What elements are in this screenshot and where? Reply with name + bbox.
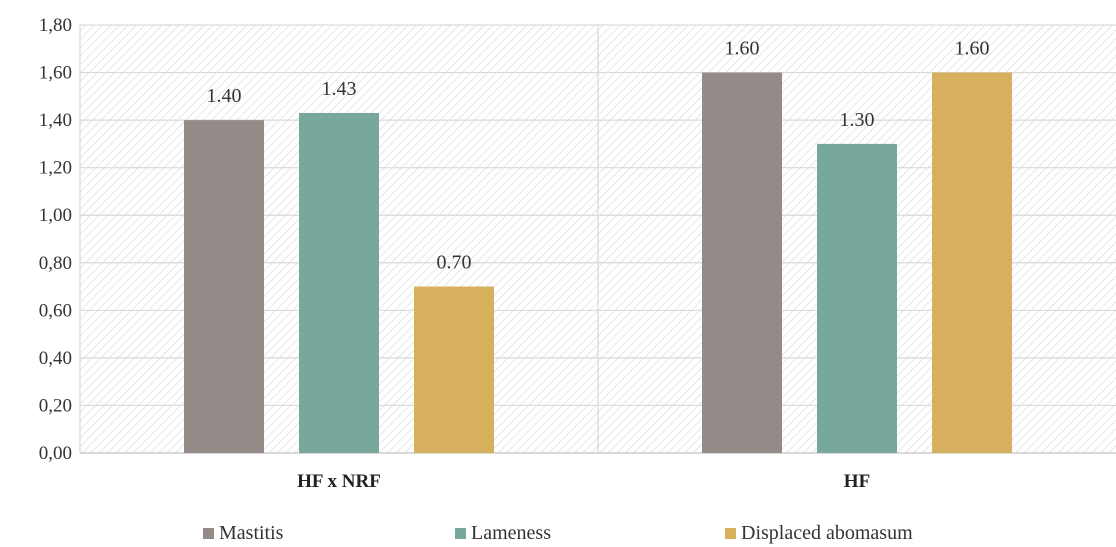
bar [702,72,782,454]
legend: Mastitis Lameness Displaced abomasum [203,522,913,544]
legend-label: Displaced abomasum [741,522,913,544]
y-tick-label: 1,80 [39,15,72,36]
data-label: 0.70 [437,252,472,274]
y-tick-label: 1,20 [39,158,72,179]
y-tick-label: 0,80 [39,253,72,274]
data-label: 1.60 [725,38,760,60]
legend-label: Lameness [471,522,551,544]
x-category-label: HF x NRF [297,471,381,492]
legend-label: Mastitis [219,522,284,544]
legend-swatch [203,528,214,539]
bar [299,112,379,453]
bars [184,72,1012,454]
x-category-label: HF [844,471,870,492]
data-labels: 1.40 1.43 0.70 1.60 1.30 1.60 [207,38,990,274]
y-tick-label: 1,60 [39,63,72,84]
y-tick-label: 0,40 [39,348,72,369]
legend-swatch [725,528,736,539]
y-tick-label: 1,40 [39,110,72,131]
bar [932,72,1012,454]
y-axis-ticks: 0,00 0,20 0,40 0,60 0,80 1,00 1,20 1,40 1,60 1,80 [39,15,72,464]
bar [184,120,264,453]
y-tick-label: 0,00 [39,443,72,464]
y-tick-label: 0,20 [39,395,72,416]
category-labels: HF x NRF HF [297,471,870,492]
bar [414,286,494,453]
bar [817,143,897,453]
y-tick-label: 1,00 [39,205,72,226]
data-label: 1.40 [207,85,242,107]
data-label: 1.43 [322,78,357,100]
legend-swatch [455,528,466,539]
data-label: 1.60 [955,38,990,60]
data-label: 1.30 [840,109,875,131]
y-tick-label: 0,60 [39,300,72,321]
